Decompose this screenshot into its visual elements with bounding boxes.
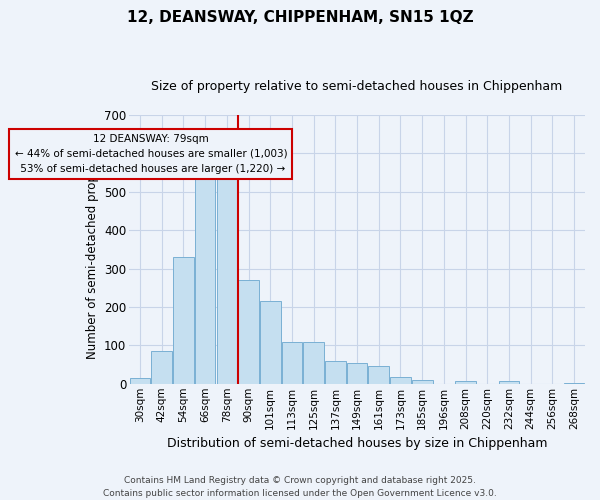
Bar: [325, 360, 346, 384]
Bar: [455, 380, 476, 384]
Bar: [281, 342, 302, 384]
Title: Size of property relative to semi-detached houses in Chippenham: Size of property relative to semi-detach…: [151, 80, 563, 93]
Bar: [390, 377, 411, 384]
Bar: [195, 161, 215, 384]
Bar: [347, 362, 367, 384]
Bar: [238, 280, 259, 384]
Bar: [368, 366, 389, 384]
Bar: [260, 301, 281, 384]
Bar: [304, 342, 324, 384]
X-axis label: Distribution of semi-detached houses by size in Chippenham: Distribution of semi-detached houses by …: [167, 437, 547, 450]
Text: 12, DEANSWAY, CHIPPENHAM, SN15 1QZ: 12, DEANSWAY, CHIPPENHAM, SN15 1QZ: [127, 10, 473, 25]
Bar: [217, 170, 237, 384]
Bar: [151, 351, 172, 384]
Text: 12 DEANSWAY: 79sqm
← 44% of semi-detached houses are smaller (1,003)
 53% of sem: 12 DEANSWAY: 79sqm ← 44% of semi-detache…: [14, 134, 287, 174]
Bar: [130, 378, 151, 384]
Bar: [412, 380, 433, 384]
Bar: [564, 383, 584, 384]
Y-axis label: Number of semi-detached properties: Number of semi-detached properties: [86, 140, 98, 358]
Bar: [499, 380, 520, 384]
Bar: [173, 257, 194, 384]
Text: Contains HM Land Registry data © Crown copyright and database right 2025.
Contai: Contains HM Land Registry data © Crown c…: [103, 476, 497, 498]
